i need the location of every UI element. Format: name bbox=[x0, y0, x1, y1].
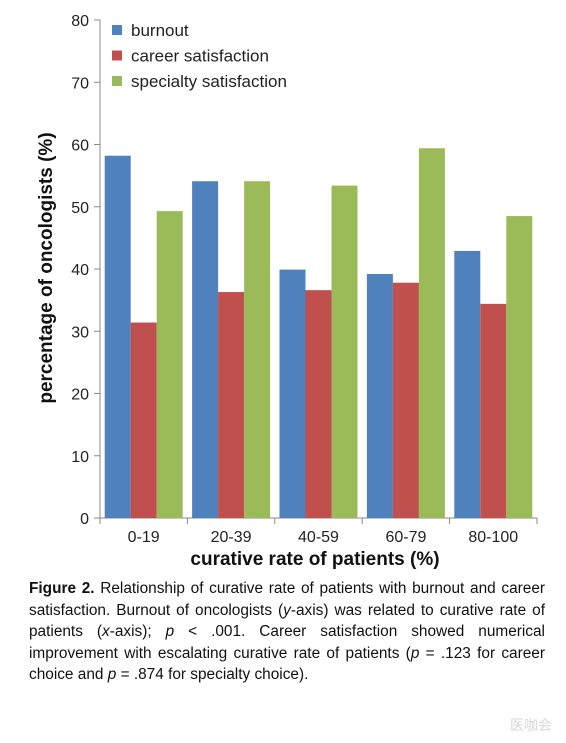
x-axis-title: curative rate of patients (%) bbox=[190, 549, 439, 570]
chart-legend: burnout career satisfaction specialty sati… bbox=[112, 21, 287, 91]
bar-burnout-20-39 bbox=[192, 181, 219, 519]
bar-burnout-60-79 bbox=[366, 273, 393, 518]
bar-specialty-satisfaction-40-59 bbox=[331, 185, 358, 518]
x-tick-label: 20-39 bbox=[211, 529, 252, 546]
bar-chart: 0 10 20 30 40 50 60 70 80 0-19 20-39 40-59 60-79 80-1… bbox=[36, 13, 538, 570]
y-tick-label: 60 bbox=[71, 138, 89, 155]
bar-career-satisfaction-80-100 bbox=[480, 303, 507, 518]
x-tick-label: 40-59 bbox=[298, 529, 339, 546]
legend-label: specialty satisfaction bbox=[131, 72, 287, 91]
bar-specialty-satisfaction-80-100 bbox=[506, 216, 533, 518]
x-tick-label: 0-19 bbox=[128, 529, 160, 546]
bar-career-satisfaction-0-19 bbox=[130, 322, 157, 518]
y-tick-label: 50 bbox=[71, 200, 89, 217]
y-axis-title: percentage of oncologists (%) bbox=[36, 132, 57, 403]
legend-swatch bbox=[112, 76, 122, 86]
bar-specialty-satisfaction-60-79 bbox=[418, 148, 445, 519]
bar-career-satisfaction-20-39 bbox=[218, 292, 245, 518]
bar-burnout-80-100 bbox=[454, 250, 481, 518]
bar-career-satisfaction-40-59 bbox=[305, 290, 332, 518]
chart-axes: 0 10 20 30 40 50 60 70 80 0-19 20-39 40-59 60-79 80-1… bbox=[71, 13, 538, 546]
legend-label: burnout bbox=[131, 21, 189, 40]
bar-burnout-40-59 bbox=[279, 269, 306, 518]
bar-specialty-satisfaction-0-19 bbox=[156, 211, 183, 519]
figure-label: Figure 2. bbox=[29, 580, 95, 597]
bar-burnout-0-19 bbox=[104, 155, 131, 518]
x-tick-label: 60-79 bbox=[385, 529, 426, 546]
legend-label: career satisfaction bbox=[131, 47, 269, 66]
y-tick-label: 20 bbox=[71, 387, 89, 404]
chart-bars bbox=[104, 148, 533, 519]
legend-swatch bbox=[112, 50, 122, 61]
legend-swatch bbox=[112, 25, 122, 35]
y-tick-label: 80 bbox=[71, 13, 89, 30]
y-tick-label: 30 bbox=[71, 324, 89, 341]
watermark-logo: 医咖会 bbox=[510, 717, 552, 733]
y-tick-label: 70 bbox=[71, 75, 89, 92]
figure-caption: Figure 2. Relationship of curative rate … bbox=[29, 580, 546, 683]
bar-career-satisfaction-60-79 bbox=[392, 282, 419, 518]
x-tick-label: 80-100 bbox=[468, 529, 518, 546]
bar-specialty-satisfaction-20-39 bbox=[244, 181, 271, 519]
y-tick-label: 40 bbox=[71, 262, 89, 279]
y-tick-label: 0 bbox=[80, 511, 89, 528]
y-tick-label: 10 bbox=[71, 449, 89, 466]
